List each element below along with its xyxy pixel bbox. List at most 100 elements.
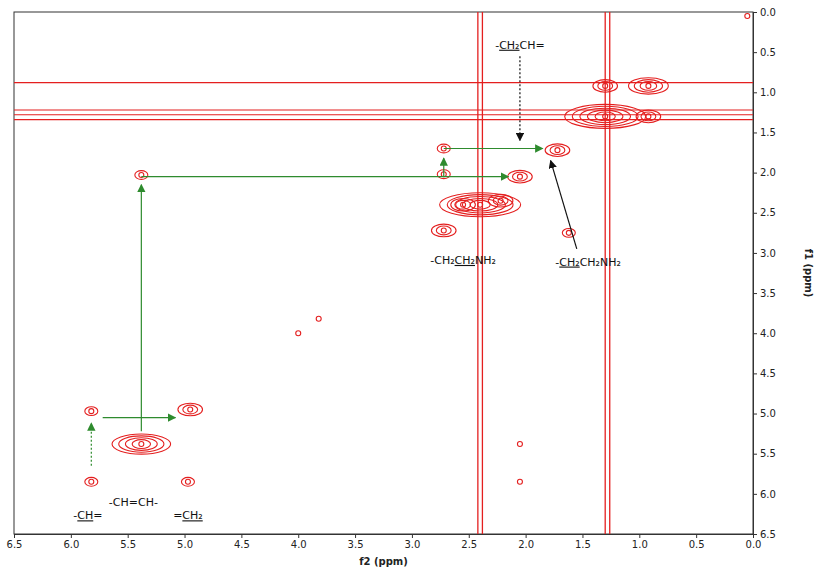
tick-label: 0.5 [760,47,776,58]
contour-ring [85,407,98,416]
tick-label: 3.0 [404,539,420,550]
contour-ring [456,200,471,209]
peak [636,110,661,123]
peak [451,198,476,211]
contour-ring [565,104,646,128]
tick-label: 2.5 [461,539,477,550]
tick-label: 0.0 [760,7,776,18]
plot: 6.56.05.55.04.54.03.53.02.52.01.51.00.50… [7,7,814,567]
tick: 1.5 [575,534,591,550]
tick-mark [185,534,186,538]
tick-label: 3.5 [760,288,776,299]
axis-line [753,13,754,535]
tick: 4.5 [234,534,250,550]
tick-label: 0.0 [746,539,762,550]
annotation-part: -CH=CH- [109,496,158,509]
contour-ring [440,193,521,217]
annotation: -CH₂CH= [495,39,545,52]
arrow [443,158,444,176]
tick-mark [753,414,757,415]
contour-ring [598,81,613,90]
tick: 6.5 [7,534,23,550]
annotation-part: CH₂ [182,509,202,522]
contour-ring [139,442,144,447]
contour-ring [517,479,522,484]
contour-ring [436,226,451,235]
peak [508,170,533,183]
contour-ring [431,224,456,237]
tick: 3.0 [753,248,776,259]
tick-mark [753,373,757,374]
contour-ring [517,442,522,447]
contour-ring [119,436,164,452]
tick-label: 5.5 [760,448,776,459]
tick-mark [753,132,757,133]
tick-mark [753,293,757,294]
contour-ring [640,81,657,90]
arrow [444,148,543,149]
contour-ring [498,198,503,203]
y-axis-title: f1 (ppm) [803,249,814,298]
contour-ring [125,438,157,451]
annotation-part: CH₂ [559,256,579,269]
contour-ring [488,194,513,207]
tick: 4.0 [291,534,307,550]
tick: 1.5 [753,127,776,138]
contour-ring [89,479,94,484]
tick: 1.0 [753,87,776,98]
tick: 0.5 [689,534,705,550]
tick-mark [753,534,757,535]
tick-label: 6.0 [63,539,79,550]
annotation-part: CH₂NH₂ [580,256,621,269]
contour-ring [646,83,651,88]
tick-mark [14,534,15,538]
contour-ring [580,108,631,124]
contour-ring [593,80,618,93]
contour-ring [181,477,194,486]
x-axis-title: f2 (ppm) [359,556,408,567]
contour-ring [508,170,533,183]
contour-ring [89,409,94,414]
peak [629,78,669,94]
peak [135,171,148,180]
annotation-part: = [93,509,102,522]
contour-ring [132,440,150,449]
peak [565,104,646,128]
annotation-part: -CH₂ [430,254,454,267]
tick: 0.0 [753,7,776,18]
contour-ring [550,146,565,155]
axis-line [15,534,754,535]
tick-mark [753,12,757,13]
peak [178,403,203,416]
tick-mark [753,52,757,53]
peak [85,477,98,486]
tick-mark [753,92,757,93]
tick-mark [71,534,72,538]
peak [517,479,522,484]
peak [517,442,522,447]
contour-ring [478,202,483,207]
tick-mark [582,534,583,538]
contour-ring [545,144,570,157]
arrow [141,185,142,432]
tick-mark [753,253,757,254]
annotation-part: CH= [520,39,545,52]
horizontal-ridge [14,109,753,110]
tick-mark [753,454,757,455]
contour-ring [178,403,203,416]
tick-label: 3.5 [348,539,364,550]
annotation-part: CH [77,509,93,522]
annotation-part: = [173,509,182,522]
tick-label: 6.0 [760,489,776,500]
tick: 2.0 [518,534,534,550]
tick-label: 1.5 [760,127,776,138]
peak [593,80,618,93]
tick: 4.0 [753,328,776,339]
annotation: -CH₂CH₂NH₂ [555,256,621,269]
contour-ring [566,230,571,235]
tick-label: 1.0 [632,539,648,550]
arrow [551,161,577,249]
marks [14,12,753,534]
tick-mark [753,494,757,495]
peak [545,144,570,157]
